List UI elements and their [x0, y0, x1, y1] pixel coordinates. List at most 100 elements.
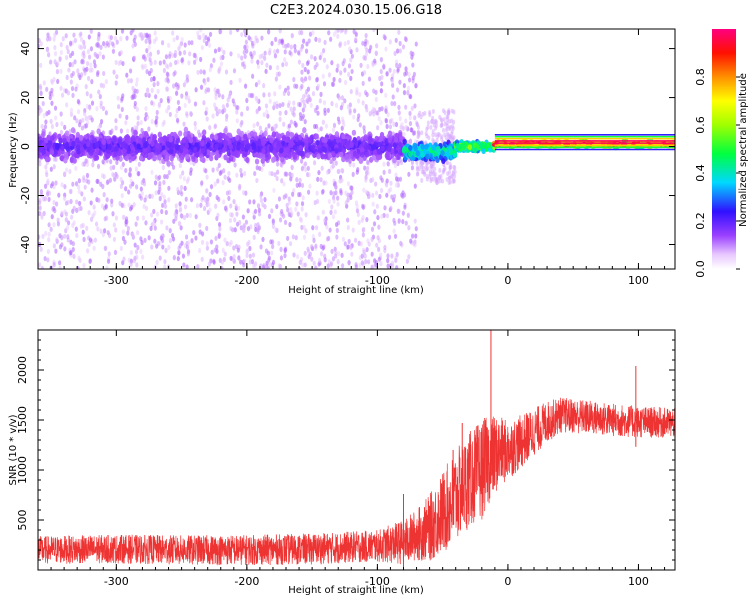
spectrogram-cell: [340, 252, 344, 258]
spectrogram-cell: [82, 263, 86, 269]
spectrogram-cell: [294, 122, 298, 128]
spectrogram-cell: [77, 255, 81, 261]
spectrogram-cell: [294, 206, 298, 212]
spectrogram-cell: [461, 144, 467, 151]
spectrogram-cell: [246, 226, 251, 232]
spectrogram-cell: [213, 134, 219, 141]
spectrogram-cell: [59, 49, 63, 56]
spectrogram-cell: [233, 217, 237, 223]
spectrogram-cell: [114, 145, 119, 152]
spectrogram-cell: [58, 260, 62, 266]
spectrogram-cell: [119, 245, 123, 252]
spectrogram-cell: [275, 175, 279, 182]
spectrogram-cell: [398, 116, 402, 122]
spectrogram-cell: [70, 127, 76, 134]
spectrogram-cell: [345, 140, 351, 147]
spectrogram-cell: [89, 216, 94, 222]
spectrogram-cell: [348, 158, 352, 164]
spectrogram-cell: [182, 49, 187, 56]
spectrogram-cell: [415, 160, 419, 166]
spectrogram-cell: [222, 199, 226, 205]
spectrogram-cell: [354, 36, 358, 42]
spectrogram-cell: [278, 84, 282, 90]
spectrogram-cell: [223, 251, 227, 257]
spectrogram-cell: [393, 101, 397, 107]
spectrogram-cell: [428, 110, 432, 115]
spectrogram-cell: [97, 197, 101, 203]
spectrogram-cell: [352, 29, 356, 35]
spectrogram-cell: [282, 213, 286, 219]
spectrogram-cell: [172, 83, 176, 89]
spectrogram-cell: [248, 253, 252, 259]
spectrogram-cell: [344, 29, 348, 33]
spectrogram-cell: [434, 178, 438, 184]
spectrogram-cell: [80, 191, 84, 197]
spectrogram-cell: [187, 240, 191, 246]
spectrogram-cell: [360, 253, 364, 259]
spectrogram-cell: [256, 222, 260, 228]
spectrogram-cell: [183, 42, 187, 48]
spectrogram-cell: [319, 251, 324, 257]
spectrogram-cell: [208, 191, 212, 198]
spectrogram-cell: [262, 112, 266, 118]
spectrogram-cell: [313, 265, 318, 269]
spectrogram-cell: [184, 79, 188, 85]
spectrogram-cell: [401, 193, 405, 199]
spectrogram-cell: [409, 94, 413, 100]
spectrogram-cell: [54, 115, 58, 121]
spectrogram-cell: [305, 152, 311, 159]
spectrogram-cell: [364, 189, 369, 195]
spectrogram-cell: [134, 249, 139, 255]
spectrogram-cell: [101, 232, 105, 238]
spectrogram-cell: [161, 244, 165, 250]
spectrogram-cell: [392, 68, 396, 75]
spectrogram-cell: [39, 90, 43, 96]
spectrogram-cell: [109, 165, 113, 171]
spectrogram-cell: [334, 102, 339, 109]
spectrogram-cell: [68, 168, 72, 175]
spectrogram-cell: [71, 140, 76, 147]
spectrogram-cell: [355, 87, 359, 93]
spectrogram-cell: [180, 154, 185, 161]
spectrogram-cell: [74, 181, 79, 187]
spectrogram-cell: [385, 178, 389, 184]
spectrogram-cell: [99, 228, 103, 234]
spectrogram-cell: [179, 212, 183, 219]
spectrogram-cell: [181, 137, 187, 144]
spectrogram-cell: [181, 170, 185, 176]
spectrogram-cell: [202, 69, 206, 75]
spectrogram-cell: [182, 176, 186, 182]
spectrogram-cell: [65, 54, 69, 61]
spectrogram-cell: [374, 262, 378, 268]
spectrogram-cell: [362, 187, 366, 193]
spectrogram-cell: [337, 142, 343, 149]
spectrogram-cell: [144, 220, 148, 226]
spectrogram-cell: [172, 255, 176, 261]
spectrogram-cell: [42, 80, 46, 86]
spectrogram-cell: [139, 248, 143, 255]
spectrogram-cell: [158, 60, 162, 66]
spectrogram-cell: [38, 150, 41, 157]
spectrogram-cell: [119, 176, 123, 183]
spectrogram-cell: [279, 246, 283, 252]
spectrogram-cell: [268, 98, 272, 104]
spectrogram-cell: [377, 141, 382, 148]
spectrogram-cell: [200, 180, 204, 186]
spectrogram-cell: [424, 165, 428, 171]
spectrogram-cell: [213, 123, 218, 129]
spectrogram-cell: [430, 119, 434, 125]
spectrogram-cell: [89, 62, 93, 68]
spectrogram-cell: [275, 161, 280, 167]
spectrogram-cell: [270, 171, 274, 177]
spectrogram-cell: [43, 183, 48, 189]
spectrogram-cell: [256, 59, 260, 65]
spectrogram-cell: [223, 154, 228, 161]
spectrogram-cell: [199, 29, 203, 33]
spectrogram-cell: [199, 69, 203, 75]
spectrogram-cell: [162, 194, 166, 200]
spectrogram-cell: [130, 155, 136, 162]
spectrogram-cell: [365, 246, 369, 253]
spectrogram-cell: [306, 165, 310, 172]
spectrogram-cell: [68, 62, 72, 68]
spectrogram-cell: [156, 49, 160, 55]
